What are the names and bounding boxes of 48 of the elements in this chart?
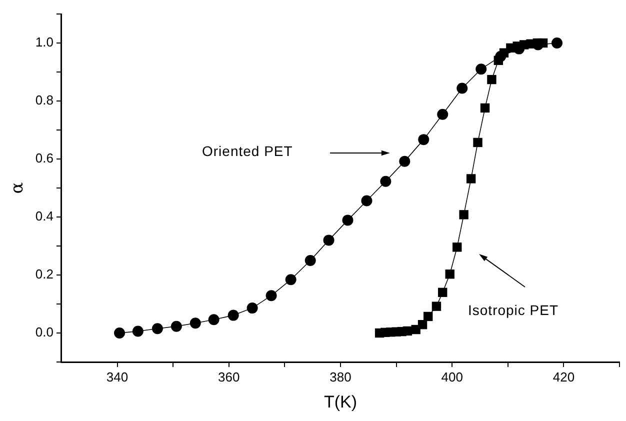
x-tick-label: 360 xyxy=(218,369,240,384)
annotation: Oriented PET xyxy=(202,143,293,159)
y-tick-label: 0.6 xyxy=(35,150,54,166)
y-tick-label: 0.8 xyxy=(35,92,54,108)
y-tick-label: 1.0 xyxy=(35,34,54,50)
point xyxy=(424,312,433,322)
x-tick-label: 420 xyxy=(552,369,575,384)
point xyxy=(418,320,428,330)
point xyxy=(445,270,454,279)
point xyxy=(487,74,496,84)
point xyxy=(114,328,126,338)
x-tick-label: 380 xyxy=(330,369,352,384)
point xyxy=(476,64,487,75)
annotation: Isotropic PET xyxy=(468,302,559,318)
point xyxy=(246,302,258,314)
point xyxy=(473,138,482,148)
point xyxy=(228,310,239,321)
point xyxy=(495,50,506,62)
point xyxy=(456,82,468,94)
point xyxy=(342,214,354,226)
y-axis-title: α xyxy=(8,182,28,194)
x-axis-title: T(K) xyxy=(324,392,358,412)
point xyxy=(452,242,462,252)
x-tick-label: 400 xyxy=(441,369,463,384)
point xyxy=(285,274,296,286)
point xyxy=(208,314,220,326)
y-tick-label: 0.0 xyxy=(35,324,54,340)
point xyxy=(152,323,163,334)
point xyxy=(552,38,562,48)
point xyxy=(432,302,442,311)
point xyxy=(480,103,490,113)
point xyxy=(437,108,448,120)
point xyxy=(459,210,468,220)
point xyxy=(380,176,392,187)
point xyxy=(466,174,476,184)
x-tick-label: 340 xyxy=(106,369,128,384)
point xyxy=(190,318,201,329)
point xyxy=(438,288,448,297)
point xyxy=(418,134,430,146)
point xyxy=(323,234,334,246)
point xyxy=(170,320,182,332)
point xyxy=(266,290,277,302)
point xyxy=(132,326,144,337)
point xyxy=(399,156,410,167)
y-tick-label: 0.2 xyxy=(35,266,54,282)
point xyxy=(304,255,316,266)
y-tick-label: 0.4 xyxy=(35,208,54,224)
point xyxy=(361,195,372,206)
